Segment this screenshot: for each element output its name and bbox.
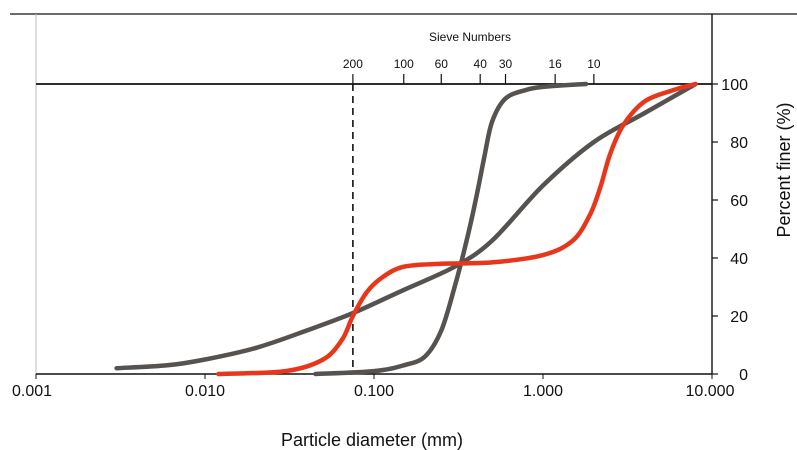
series-layer (114, 81, 698, 377)
x-axis-title: Particle diameter (mm) (281, 430, 463, 450)
sieve-tick-label: 200 (343, 57, 363, 71)
y-tick-label: 100 (721, 77, 748, 94)
x-tick-label: 0.100 (354, 383, 394, 400)
x-tick-label: 1.000 (523, 383, 563, 400)
y-tick-label: 80 (730, 135, 748, 152)
series-line-red-3 (216, 81, 698, 377)
sieve-tick-label: 40 (474, 57, 488, 71)
y-tick-label: 40 (730, 251, 748, 268)
sieve-tick-label: 10 (587, 57, 601, 71)
y-tick-label: 0 (739, 367, 748, 384)
series-line-gray-1 (114, 81, 698, 371)
sieve-tick-label: 16 (548, 57, 562, 71)
plot-frame (10, 13, 797, 375)
y-tick-label: 60 (730, 193, 748, 210)
sieve-tick-label: 30 (499, 57, 513, 71)
sieve-axis-title: Sieve Numbers (429, 30, 511, 44)
y-axis-title: Percent finer (%) (774, 102, 794, 237)
sieve-tick-label: 60 (435, 57, 449, 71)
series-line-gray-2 (313, 81, 589, 377)
x-tick-label: 10.000 (686, 383, 735, 400)
x-tick-label: 0.010 (185, 383, 225, 400)
y-tick-label: 20 (730, 309, 748, 326)
x-tick-label: 0.001 (12, 383, 52, 400)
sieve-tick-label: 100 (394, 57, 414, 71)
